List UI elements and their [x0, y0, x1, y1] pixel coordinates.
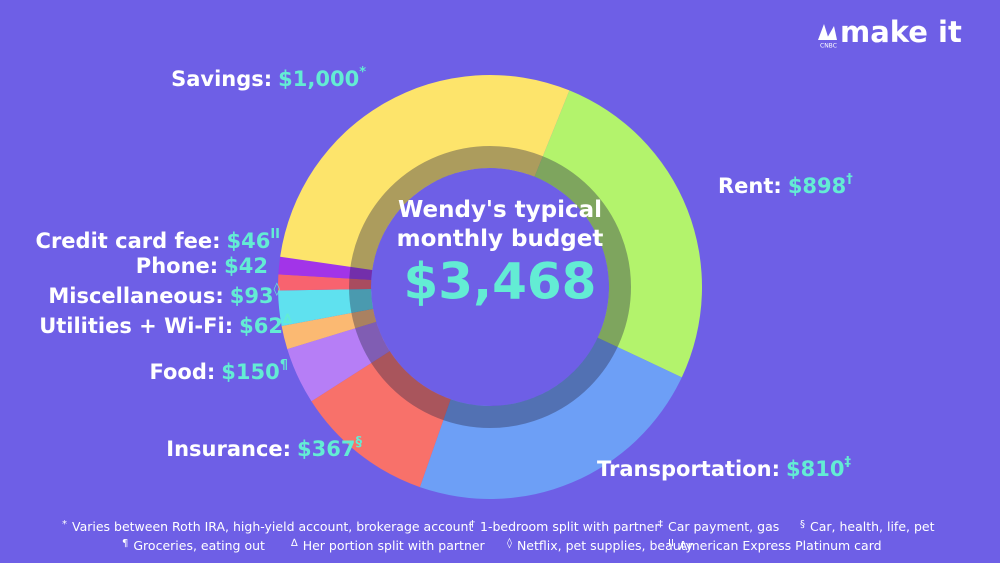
- footnote: ◊ Netflix, pet supplies, beauty: [507, 537, 694, 553]
- footnote-text: Varies between Roth IRA, high-yield acco…: [72, 519, 473, 534]
- value-label: $62: [239, 314, 283, 338]
- category-name: Food:: [149, 360, 215, 384]
- footnote-text: Netflix, pet supplies, beauty: [517, 538, 694, 553]
- category-name: Phone:: [136, 254, 218, 278]
- wedge: [311, 351, 451, 488]
- value-label: $898: [788, 174, 846, 198]
- title-line: monthly budget: [397, 226, 604, 252]
- value-label: $42: [224, 254, 268, 278]
- note-mark: *: [359, 65, 366, 80]
- note-mark: ∆: [283, 312, 293, 327]
- center-title: Wendy's typical monthly budget: [397, 197, 604, 252]
- data-label: Food: $150¶: [149, 358, 288, 385]
- footnote: ‡ Car payment, gas: [658, 519, 779, 534]
- footnote-symbol: ∆: [290, 538, 298, 549]
- value-label: $46: [226, 229, 270, 253]
- footnote-symbol: *: [62, 519, 67, 530]
- wedge: [278, 274, 372, 291]
- donut: [278, 75, 702, 500]
- note-mark: II: [270, 227, 280, 242]
- footnotes: * Varies between Roth IRA, high-yield acc…: [62, 519, 935, 553]
- brand: make it: [840, 15, 962, 49]
- value-label: $150: [221, 360, 279, 384]
- wedge: [281, 308, 377, 350]
- data-label: Utilities + Wi-Fi: $62∆: [39, 312, 293, 339]
- peacock-icon: [818, 24, 837, 40]
- footnote-symbol: §: [800, 519, 805, 530]
- data-label: Credit card fee: $46II: [36, 227, 280, 254]
- note-mark: ¶: [280, 358, 288, 373]
- data-label: Rent: $898†: [718, 172, 853, 199]
- footnote-text: Car, health, life, pet: [810, 519, 935, 534]
- footnote-text: American Express Platinum card: [679, 538, 882, 553]
- footnote: ¶ Groceries, eating out: [122, 538, 265, 553]
- data-label: Transportation: $810‡: [597, 455, 852, 482]
- note-mark: †: [846, 172, 853, 187]
- category-name: Insurance:: [166, 437, 291, 461]
- footnote: † 1-bedroom split with partner: [470, 519, 660, 534]
- data-label: Savings: $1,000*: [171, 65, 366, 92]
- category-name: Credit card fee:: [36, 229, 221, 253]
- note-mark: ‡: [845, 455, 852, 470]
- value-label: $93: [230, 284, 274, 308]
- note-mark: ◊: [274, 282, 281, 297]
- category-name: Transportation:: [597, 457, 780, 481]
- wedge: [534, 90, 702, 378]
- footnote-text: Groceries, eating out: [133, 538, 265, 553]
- note-mark: §: [356, 435, 363, 450]
- wedge: [287, 321, 390, 402]
- wedge: [419, 337, 682, 500]
- footnote: ∆ Her portion split with partner: [290, 538, 486, 553]
- value-label: $1,000: [278, 67, 359, 91]
- total: $3,468: [404, 253, 597, 311]
- category-name: Utilities + Wi-Fi:: [39, 314, 233, 338]
- footnote-symbol: ◊: [507, 537, 512, 549]
- value-label: $810: [786, 457, 844, 481]
- footnote: § Car, health, life, pet: [800, 519, 935, 534]
- footnote-text: Her portion split with partner: [303, 538, 486, 553]
- brand-small: CNBC: [820, 43, 837, 50]
- footnote-text: Car payment, gas: [668, 519, 779, 534]
- wedge: [278, 288, 374, 326]
- category-name: Savings:: [171, 67, 272, 91]
- data-label: Insurance: $367§: [166, 435, 362, 462]
- footnote-symbol: ¶: [122, 538, 128, 549]
- category-name: Rent:: [718, 174, 782, 198]
- wedge: [280, 75, 570, 271]
- footnote-symbol: II: [668, 538, 674, 549]
- footnote-symbol: ‡: [658, 519, 663, 530]
- data-label: Phone: $42: [136, 254, 268, 278]
- labels: Rent: $898† Transportation: $810‡ Insurance:…: [36, 65, 854, 482]
- title-line: Wendy's typical: [398, 197, 602, 223]
- footnote-symbol: †: [470, 519, 475, 530]
- category-name: Miscellaneous:: [48, 284, 223, 308]
- logo: CNBC make it: [818, 15, 962, 50]
- inner-ring: [349, 146, 631, 428]
- value-label: $367: [297, 437, 355, 461]
- wedge: [278, 256, 373, 280]
- footnote: II American Express Platinum card: [668, 538, 882, 553]
- data-label: Miscellaneous: $93◊: [48, 282, 280, 309]
- footnote: * Varies between Roth IRA, high-yield acc…: [62, 519, 473, 534]
- footnote-text: 1-bedroom split with partner: [480, 519, 660, 534]
